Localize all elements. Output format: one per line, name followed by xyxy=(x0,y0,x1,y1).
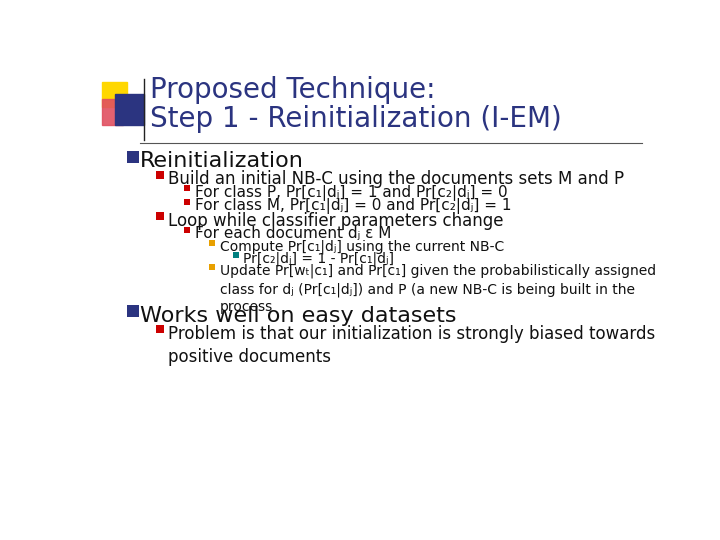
Bar xyxy=(102,99,123,125)
Text: Works well on easy datasets: Works well on easy datasets xyxy=(140,306,457,326)
Text: For each document dⱼ ε M: For each document dⱼ ε M xyxy=(194,226,391,241)
Text: Pr[c₂|dⱼ] = 1 - Pr[c₁|dⱼ]: Pr[c₂|dⱼ] = 1 - Pr[c₁|dⱼ] xyxy=(243,252,395,266)
Text: Update Pr[wₜ|c₁] and Pr[c₁] given the probabilistically assigned
class for dⱼ (P: Update Pr[wₜ|c₁] and Pr[c₁] given the pr… xyxy=(220,264,657,314)
Text: Loop while classifier parameters change: Loop while classifier parameters change xyxy=(168,212,503,230)
Text: Problem is that our initialization is strongly biased towards
positive documents: Problem is that our initialization is st… xyxy=(168,325,654,366)
Text: Reinitialization: Reinitialization xyxy=(140,151,305,171)
Text: For class M, Pr[c₁|dⱼ] = 0 and Pr[c₂|dⱼ] = 1: For class M, Pr[c₁|dⱼ] = 0 and Pr[c₂|dⱼ]… xyxy=(194,198,511,214)
Text: Proposed Technique:: Proposed Technique: xyxy=(150,76,436,104)
Text: Step 1 - Reinitialization (I-EM): Step 1 - Reinitialization (I-EM) xyxy=(150,105,562,133)
Text: Compute Pr[c₁|dⱼ] using the current NB-C: Compute Pr[c₁|dⱼ] using the current NB-C xyxy=(220,239,505,254)
Text: Build an initial NB-C using the documents sets M and P: Build an initial NB-C using the document… xyxy=(168,170,624,188)
Bar xyxy=(102,82,127,107)
Bar xyxy=(114,94,144,125)
Text: For class P, Pr[c₁|dⱼ] = 1 and Pr[c₂|dⱼ] = 0: For class P, Pr[c₁|dⱼ] = 1 and Pr[c₂|dⱼ]… xyxy=(194,185,508,201)
